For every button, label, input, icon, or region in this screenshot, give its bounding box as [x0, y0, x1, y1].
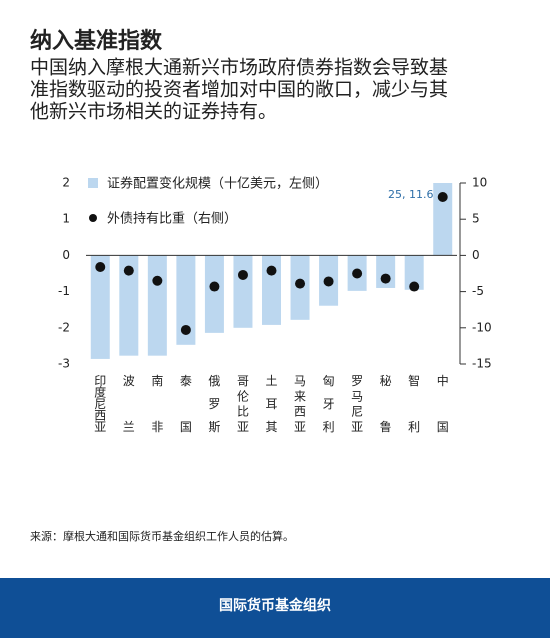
- y-tick-label: -2: [58, 320, 70, 334]
- dot: [437, 192, 448, 202]
- y2-tick-label: 10: [472, 176, 487, 190]
- dot: [295, 278, 306, 289]
- x-tick-label: 智利: [408, 373, 420, 434]
- dot: [237, 269, 248, 280]
- dot: [209, 281, 220, 292]
- y2-tick-label: -15: [472, 357, 492, 371]
- legend-dot: [89, 214, 97, 222]
- bar: [404, 255, 424, 290]
- dot: [380, 273, 391, 284]
- bar: [204, 255, 224, 333]
- y2-tick-label: -10: [472, 320, 492, 334]
- dot: [95, 261, 106, 272]
- legend-label: 外债持有比重（右侧）: [107, 211, 237, 227]
- legend-label: 证券配置变化规模（十亿美元，左侧）: [107, 176, 328, 192]
- subtitle: 中国纳入摩根大通新兴市场政府债券指数会导致基: [30, 57, 448, 79]
- bar: [90, 255, 110, 359]
- x-tick-label: 印度尼西亚: [94, 374, 106, 434]
- bar: [233, 255, 253, 328]
- y2-tick-label: 5: [472, 212, 480, 226]
- dot: [409, 281, 420, 292]
- bar: [119, 255, 139, 356]
- y-tick-label: -1: [58, 284, 70, 298]
- x-tick-label: 哥伦比亚: [237, 374, 249, 434]
- x-tick-label: 南非: [151, 373, 163, 434]
- dot: [152, 275, 163, 286]
- chart-title: 纳入基准指数: [30, 28, 163, 54]
- y-tick-label: 2: [62, 176, 70, 190]
- x-tick-label: 泰国: [180, 374, 192, 434]
- footer: 国际货币基金组织: [219, 597, 331, 614]
- dot: [352, 268, 363, 279]
- bar: [147, 255, 167, 356]
- x-tick-label: 中国: [437, 373, 449, 434]
- x-tick-label: 俄罗斯: [208, 374, 220, 434]
- bar: [433, 183, 453, 256]
- dot: [180, 324, 191, 335]
- x-tick-label: 秘鲁: [380, 374, 392, 434]
- footer-band: [0, 578, 550, 638]
- y2-tick-label: -5: [472, 284, 484, 298]
- dot: [123, 265, 134, 276]
- dot: [323, 276, 334, 287]
- x-tick-label: 匈牙利: [323, 374, 335, 434]
- subtitle: 他新兴市场相关的证券持有。: [30, 101, 277, 123]
- x-tick-label: 土耳其: [265, 374, 277, 434]
- source: 来源：摩根大通和国际货币基金组织工作人员的估算。: [30, 529, 294, 543]
- y-tick-label: -3: [58, 357, 70, 371]
- y-tick-label: 1: [62, 212, 70, 226]
- x-tick-label: 波兰: [123, 374, 135, 434]
- legend-swatch: [88, 178, 98, 188]
- y-tick-label: 0: [62, 248, 70, 262]
- bar: [262, 255, 281, 325]
- x-tick-label: 马来西亚: [294, 374, 306, 434]
- subtitle: 准指数驱动的投资者增加对中国的敞口，减少与其: [30, 79, 448, 101]
- x-tick-label: 罗马尼亚: [351, 374, 363, 434]
- dot: [266, 265, 277, 276]
- annotation: 25, 11.6: [388, 188, 433, 201]
- y2-tick-label: 0: [472, 248, 480, 262]
- bar: [176, 255, 196, 345]
